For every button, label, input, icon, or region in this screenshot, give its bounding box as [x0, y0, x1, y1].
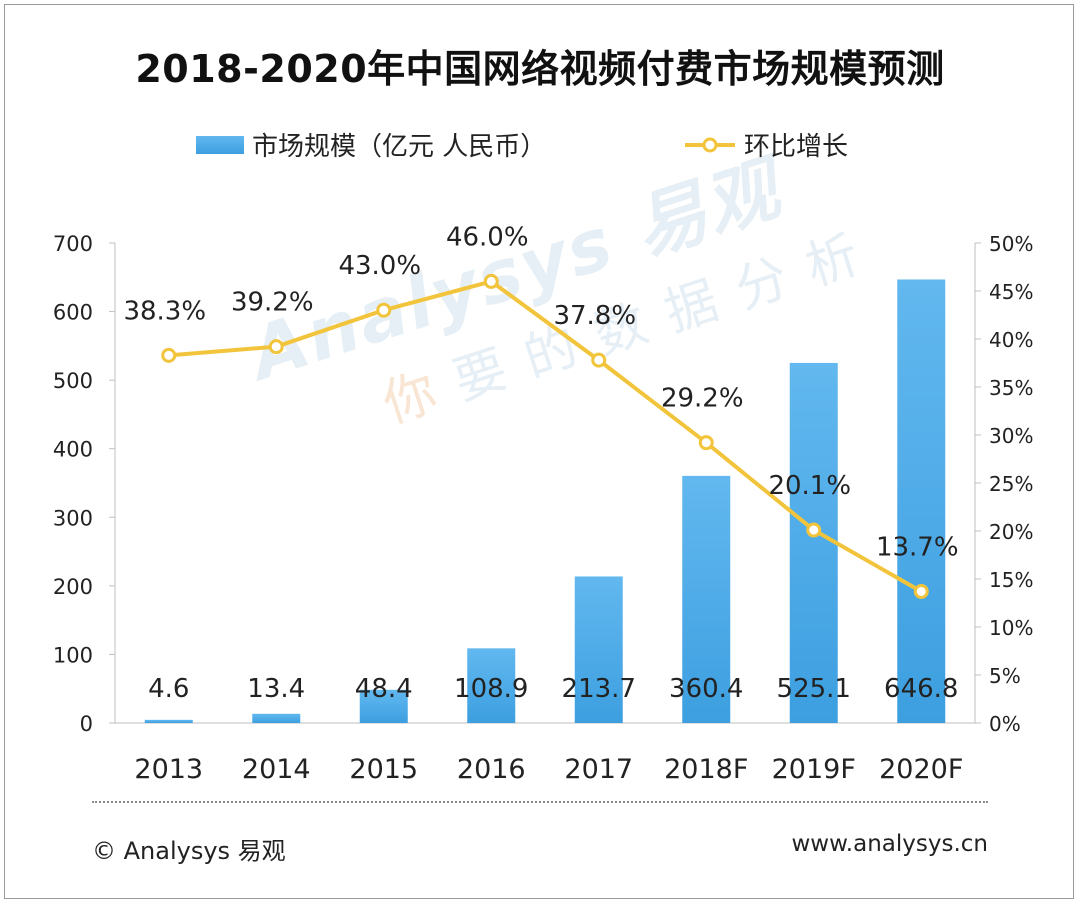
- legend: 市场规模（亿元 人民币） 环比增长: [196, 132, 848, 162]
- chart-title: 2018-2020年中国网络视频付费市场规模预测: [135, 47, 945, 91]
- x-axis-labels: 2013 2014 2015 2016 2017 2018F 2019F 2020F: [134, 754, 963, 785]
- legend-line-marker-icon: [702, 137, 718, 153]
- bar-value-label: 108.9: [454, 674, 528, 704]
- bar-series: [144, 279, 946, 723]
- legend-bar-label: 市场规模（亿元 人民币）: [252, 132, 546, 162]
- right-tick-label: 0%: [989, 712, 1021, 736]
- bar: [789, 362, 838, 723]
- left-tick-label: 500: [53, 369, 93, 393]
- line-point: [483, 273, 499, 289]
- bar: [682, 475, 731, 723]
- right-tick-label: 45%: [989, 280, 1033, 304]
- footer-divider: [92, 801, 988, 803]
- bar-value-label: 646.8: [884, 674, 958, 704]
- bar-value-label: 525.1: [777, 674, 851, 704]
- growth-line: [168, 279, 923, 594]
- right-tick-label: 35%: [989, 376, 1033, 400]
- right-tick-label: 20%: [989, 520, 1033, 544]
- left-tick-label: 400: [53, 438, 93, 462]
- bar: [574, 576, 623, 723]
- line-point: [698, 435, 714, 451]
- line-point: [591, 352, 607, 368]
- left-tick-label: 600: [53, 301, 93, 325]
- bar-value-label: 48.4: [355, 674, 413, 704]
- right-tick-label: 25%: [989, 472, 1033, 496]
- line-value-label: 13.7%: [876, 532, 959, 562]
- line-point: [268, 339, 284, 355]
- legend-line-label: 环比增长: [744, 132, 848, 162]
- legend-bar-swatch: [196, 136, 244, 154]
- line-series: [161, 273, 929, 599]
- line-value-label: 20.1%: [768, 471, 851, 501]
- right-axis-ticks: 0% 5% 10% 15% 20% 25% 30% 35% 40% 45% 50%: [975, 232, 1033, 736]
- line-value-label: 29.2%: [661, 384, 744, 414]
- line-point: [161, 347, 177, 363]
- line-point: [376, 302, 392, 318]
- line-value-label: 43.0%: [338, 251, 421, 281]
- right-tick-label: 10%: [989, 616, 1033, 640]
- left-tick-label: 300: [53, 506, 93, 530]
- bar: [897, 279, 946, 723]
- x-axis-label: 2020F: [879, 754, 963, 785]
- right-tick-label: 15%: [989, 568, 1033, 592]
- right-tick-label: 30%: [989, 424, 1033, 448]
- x-axis-label: 2014: [242, 754, 311, 785]
- line-value-labels: 38.3% 39.2% 43.0% 46.0% 37.8% 29.2% 20.1% 13.7%: [123, 222, 958, 562]
- left-tick-label: 0: [80, 712, 93, 736]
- bar: [467, 648, 516, 723]
- bar-value-label: 360.4: [669, 674, 743, 704]
- bar: [144, 719, 193, 723]
- footer-source: © Analysys 易观: [92, 837, 286, 865]
- x-axis-label: 2016: [457, 754, 526, 785]
- left-tick-label: 200: [53, 575, 93, 599]
- bar-value-label: 213.7: [562, 674, 636, 704]
- left-tick-label: 700: [53, 232, 93, 256]
- x-axis-label: 2018F: [664, 754, 748, 785]
- bar-value-labels: 4.6 13.4 48.4 108.9 213.7 360.4 525.1 646.8: [148, 674, 958, 704]
- line-value-label: 46.0%: [446, 222, 529, 252]
- bar-value-label: 13.4: [247, 674, 305, 704]
- line-point: [806, 522, 822, 538]
- right-tick-label: 50%: [989, 232, 1033, 256]
- line-value-label: 37.8%: [553, 301, 636, 331]
- bar: [252, 713, 301, 723]
- x-axis-label: 2019F: [772, 754, 856, 785]
- x-axis-label: 2017: [564, 754, 633, 785]
- right-tick-label: 40%: [989, 328, 1033, 352]
- left-axis-ticks: 0 100 200 300 400 500 600 700: [53, 232, 115, 736]
- bar-value-label: 4.6: [148, 674, 189, 704]
- x-axis-label: 2015: [349, 754, 418, 785]
- x-axis-label: 2013: [134, 754, 203, 785]
- right-tick-label: 5%: [989, 664, 1021, 688]
- line-point: [913, 583, 929, 599]
- line-value-label: 39.2%: [231, 288, 314, 318]
- chart-frame: [4, 4, 1074, 899]
- bar: [359, 689, 408, 723]
- footer-url: www.analysys.cn: [791, 831, 988, 857]
- line-value-label: 38.3%: [123, 296, 206, 326]
- left-tick-label: 100: [53, 643, 93, 667]
